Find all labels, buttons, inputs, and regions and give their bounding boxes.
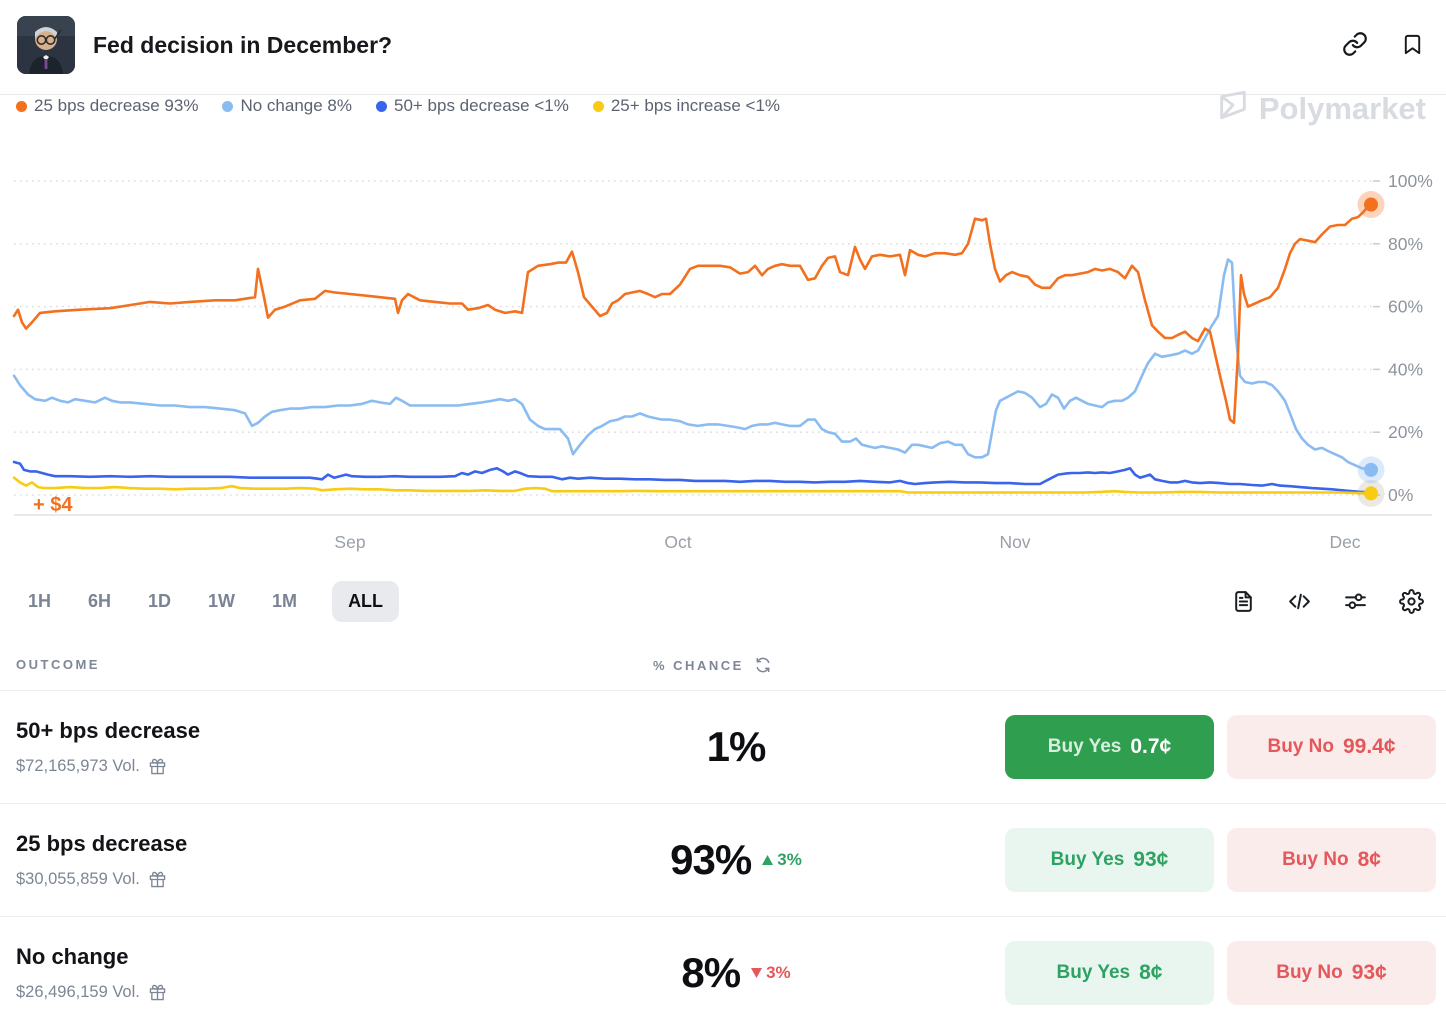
outcome-volume: $72,165,973 Vol. [16, 757, 140, 775]
buy-no-button[interactable]: Buy No 99.4¢ [1227, 715, 1436, 779]
outcome-volume: $26,496,159 Vol. [16, 983, 140, 1001]
legend-dot-icon [375, 100, 387, 112]
outcome-row: No change $26,496,159 Vol. 8% 3% Buy [0, 916, 1446, 1029]
x-axis-label: Oct [664, 532, 691, 552]
buy-yes-button[interactable]: Buy Yes 93¢ [1005, 828, 1214, 892]
series-line [12, 460, 1373, 494]
market-avatar [17, 16, 75, 74]
y-axis-label: 20% [1388, 422, 1423, 442]
chance-value: 8% [681, 949, 741, 996]
gear-icon[interactable] [1399, 589, 1424, 614]
bookmark-icon[interactable] [1401, 33, 1424, 56]
chance-delta: 3% [751, 963, 791, 983]
chance-delta: 3% [762, 850, 802, 870]
timeframe-selector: 1H 6H 1D 1W 1M ALL [26, 581, 400, 622]
embed-code-icon[interactable] [1287, 589, 1312, 614]
gift-icon[interactable] [149, 984, 166, 1001]
pnl-annotation: + $4 [33, 494, 73, 516]
outcome-name: 50+ bps decrease [16, 718, 201, 743]
outcome-volume: $30,055,859 Vol. [16, 870, 140, 888]
outcome-row: 50+ bps decrease $72,165,973 Vol. 1% Buy… [0, 690, 1446, 803]
probability-chart[interactable]: 100% 80% 60% 40% 20% 0% Sep Oct Nov Dec + $4 [0, 140, 1446, 560]
chart-legend: 25 bps decrease 93% No change 8% 50+ bps d… [16, 96, 780, 116]
y-axis-label: 100% [1388, 171, 1433, 191]
y-axis-label: 40% [1388, 359, 1423, 379]
legend-item-4[interactable]: 25+ bps increase <1% [592, 96, 780, 116]
legend-item-3[interactable]: 50+ bps decrease <1% [375, 96, 569, 116]
legend-item-2[interactable]: No change 8% [222, 96, 352, 116]
chart-tools [1231, 589, 1424, 614]
timeframe-1h[interactable]: 1H [26, 581, 53, 622]
chance-column-header: % CHANCE [653, 657, 744, 673]
gift-icon[interactable] [149, 758, 166, 775]
legend-dot-icon [592, 100, 604, 112]
polymarket-watermark: Polymarket [1216, 88, 1426, 130]
timeframe-1w[interactable]: 1W [206, 581, 237, 622]
x-axis-label: Dec [1329, 532, 1360, 552]
x-axis-label: Sep [334, 532, 365, 552]
legend-item-1[interactable]: 25 bps decrease 93% [16, 96, 198, 116]
y-axis-label: 60% [1388, 297, 1423, 317]
y-axis-label: 80% [1388, 234, 1423, 254]
link-icon[interactable] [1342, 31, 1368, 57]
polymarket-wordmark: Polymarket [1258, 91, 1426, 126]
outcome-column-header: OUTCOME [16, 657, 100, 672]
legend-dot-icon [222, 100, 234, 112]
timeframe-1m[interactable]: 1M [270, 581, 299, 622]
page-title: Fed decision in December? [93, 32, 393, 58]
timeframe-1d[interactable]: 1D [146, 581, 173, 622]
timeframe-6h[interactable]: 6H [86, 581, 113, 622]
x-axis-label: Nov [999, 532, 1030, 552]
series-line [12, 203, 1373, 425]
legend-dot-icon [16, 100, 27, 112]
market-header: Fed decision in December? [0, 0, 1446, 95]
outcome-name: 25 bps decrease [16, 831, 188, 856]
buy-yes-button[interactable]: Buy Yes 0.7¢ [1005, 715, 1214, 779]
series-end-dot [1364, 462, 1378, 477]
chance-value: 93% [670, 836, 752, 883]
polymarket-logo-icon [1216, 88, 1250, 130]
gift-icon[interactable] [149, 871, 166, 888]
news-icon[interactable] [1231, 589, 1256, 614]
buy-no-button[interactable]: Buy No 93¢ [1227, 941, 1436, 1005]
filters-icon[interactable] [1343, 589, 1368, 614]
series-line [12, 258, 1373, 472]
refresh-icon[interactable] [755, 657, 771, 673]
outcome-row: 25 bps decrease $30,055,859 Vol. 93% 3% [0, 803, 1446, 916]
outcome-name: No change [16, 944, 129, 969]
timeframe-all[interactable]: ALL [332, 581, 400, 622]
series-line [12, 476, 1373, 495]
outcome-rows: 50+ bps decrease $72,165,973 Vol. 1% Buy… [0, 690, 1446, 1029]
outcome-table-header: OUTCOME % CHANCE [16, 656, 1430, 680]
series-end-dot [1364, 197, 1378, 212]
series-end-dot [1364, 486, 1378, 501]
buy-yes-button[interactable]: Buy Yes 8¢ [1005, 941, 1214, 1005]
buy-no-button[interactable]: Buy No 8¢ [1227, 828, 1436, 892]
chance-value: 1% [706, 723, 767, 770]
y-axis-label: 0% [1388, 485, 1413, 505]
